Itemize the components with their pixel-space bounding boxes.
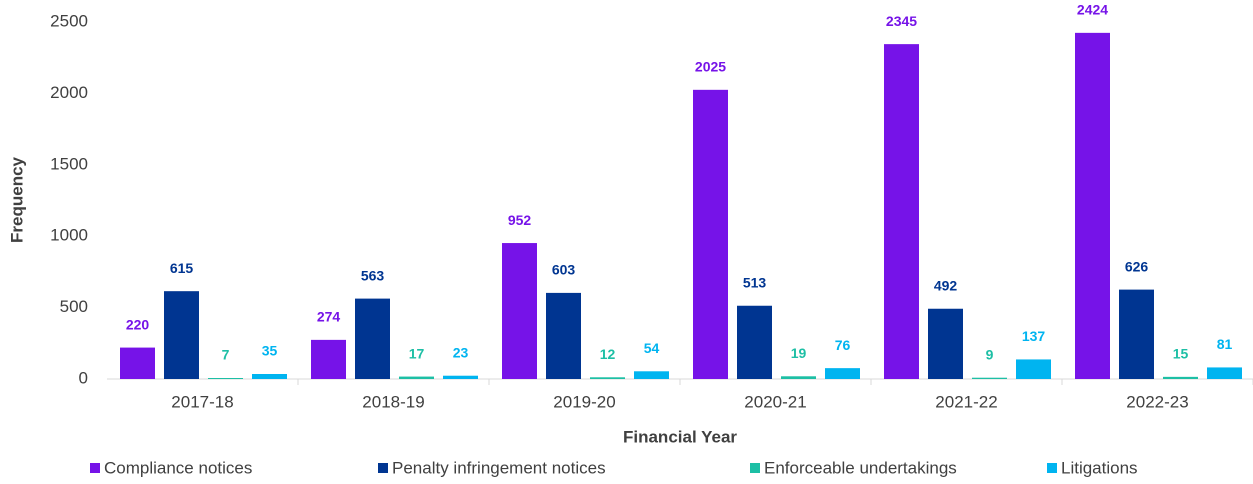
value-label: 492 bbox=[934, 277, 958, 293]
x-tick-label: 2021-22 bbox=[935, 392, 997, 411]
y-tick-label: 2500 bbox=[50, 11, 88, 30]
bar bbox=[737, 305, 772, 379]
bar bbox=[884, 44, 919, 379]
value-label: 220 bbox=[126, 316, 150, 332]
value-label: 76 bbox=[835, 337, 851, 353]
legend-swatch bbox=[90, 463, 100, 473]
bar bbox=[120, 347, 155, 379]
value-label: 19 bbox=[791, 345, 807, 361]
bar bbox=[590, 377, 625, 379]
value-label: 137 bbox=[1022, 328, 1046, 344]
legend-label: Compliance notices bbox=[104, 458, 252, 477]
value-label: 274 bbox=[317, 309, 341, 325]
bar bbox=[634, 371, 669, 379]
value-label: 513 bbox=[743, 274, 767, 290]
y-tick-label: 0 bbox=[79, 368, 88, 387]
x-axis-title: Financial Year bbox=[623, 427, 737, 446]
legend-swatch bbox=[1047, 463, 1057, 473]
value-label: 9 bbox=[986, 346, 994, 362]
value-label: 54 bbox=[644, 340, 660, 356]
bar bbox=[972, 377, 1007, 379]
x-tick-label: 2018-19 bbox=[362, 392, 424, 411]
value-label: 615 bbox=[170, 260, 194, 276]
bar bbox=[164, 291, 199, 379]
x-tick-label: 2017-18 bbox=[171, 392, 233, 411]
x-tick-label: 2020-21 bbox=[744, 392, 806, 411]
value-label: 17 bbox=[409, 345, 425, 361]
legend-label: Enforceable undertakings bbox=[764, 458, 957, 477]
bar bbox=[311, 339, 346, 379]
value-label: 81 bbox=[1217, 336, 1233, 352]
value-label: 563 bbox=[361, 267, 385, 283]
bar bbox=[693, 89, 728, 379]
bar bbox=[1207, 367, 1242, 379]
bar bbox=[928, 308, 963, 379]
y-axis-title: Frequency bbox=[7, 156, 26, 243]
value-label: 7 bbox=[222, 347, 230, 363]
value-label: 2345 bbox=[886, 13, 917, 29]
value-label: 35 bbox=[262, 343, 278, 359]
legend-swatch bbox=[750, 463, 760, 473]
value-label: 12 bbox=[600, 346, 616, 362]
y-tick-label: 1500 bbox=[50, 154, 88, 173]
bar bbox=[502, 243, 537, 379]
value-label: 952 bbox=[508, 212, 532, 228]
bar bbox=[1163, 376, 1198, 379]
bar bbox=[825, 368, 860, 379]
bar bbox=[546, 292, 581, 379]
y-tick-label: 2000 bbox=[50, 83, 88, 102]
bar bbox=[208, 378, 243, 379]
bar bbox=[1119, 289, 1154, 379]
bar bbox=[399, 376, 434, 379]
bar bbox=[781, 376, 816, 379]
x-tick-label: 2019-20 bbox=[553, 392, 615, 411]
y-tick-label: 500 bbox=[60, 297, 88, 316]
value-label: 23 bbox=[453, 344, 469, 360]
bar bbox=[252, 374, 287, 379]
value-label: 2424 bbox=[1077, 2, 1108, 18]
legend-label: Litigations bbox=[1061, 458, 1138, 477]
value-label: 15 bbox=[1173, 346, 1189, 362]
value-label: 2025 bbox=[695, 59, 726, 75]
x-tick-label: 2022-23 bbox=[1126, 392, 1188, 411]
y-tick-label: 1000 bbox=[50, 226, 88, 245]
value-label: 603 bbox=[552, 262, 576, 278]
legend-label: Penalty infringement notices bbox=[392, 458, 606, 477]
bar bbox=[443, 375, 478, 379]
bar bbox=[1016, 359, 1051, 379]
bar bbox=[1075, 32, 1110, 380]
value-label: 626 bbox=[1125, 258, 1149, 274]
bar bbox=[355, 298, 390, 379]
legend-swatch bbox=[378, 463, 388, 473]
